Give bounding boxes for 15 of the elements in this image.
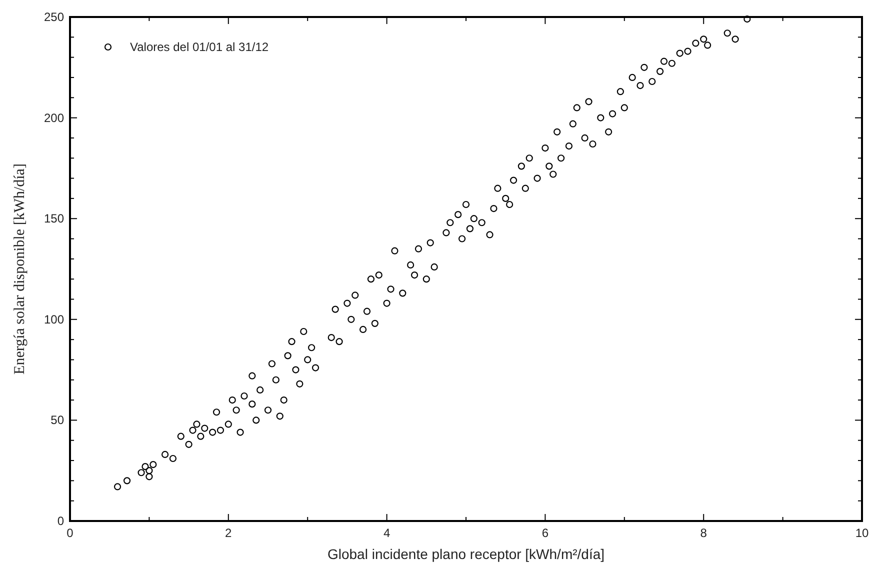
y-tick-label: 100 [44,312,64,326]
y-tick-label: 0 [57,514,64,528]
y-tick-label: 200 [44,110,64,125]
x-tick-label: 0 [66,526,74,540]
y-tick-label: 50 [50,413,64,428]
x-axis-title: Global incidente plano receptor [kWh/m²/día] [327,546,605,562]
x-tick-label: 2 [225,526,232,540]
y-axis-title: Energía solar disponible [kWh/día] [12,164,28,374]
x-tick-label: 4 [383,526,390,540]
x-tick-label: 10 [855,526,869,540]
legend-label: Valores del 01/01 al 31/12 [130,40,269,54]
x-tick-label: 6 [542,526,549,540]
y-tick-label: 150 [44,212,64,226]
y-tick-label: 250 [44,10,64,24]
x-tick-label: 8 [700,526,708,540]
